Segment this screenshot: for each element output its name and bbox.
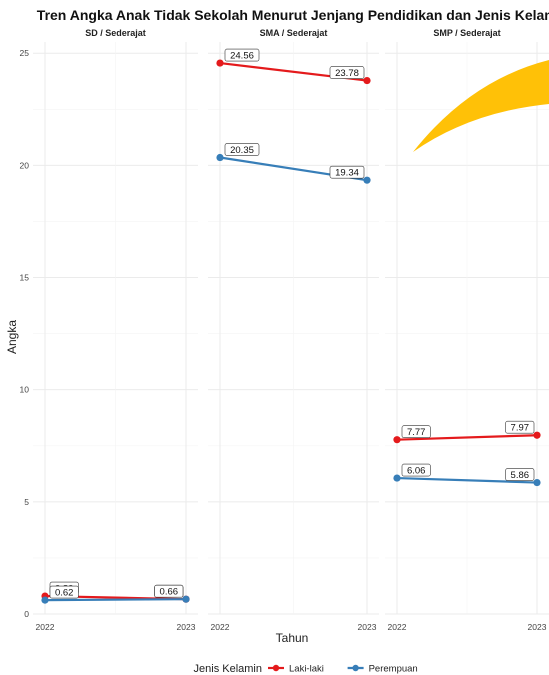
data-point (533, 478, 541, 487)
data-label-box (329, 165, 365, 179)
legend-label: Laki-laki (289, 664, 324, 675)
y-tick-label: 0 (24, 609, 29, 619)
y-axis-title: Angka (5, 320, 19, 354)
x-tick-label: 2022 (36, 622, 55, 632)
data-label-box (401, 425, 431, 439)
facet-panel-2: SMA / Sederajat 2022 2023 24.56 23.78 20.35 19… (208, 28, 379, 632)
y-tick-label: 10 (20, 385, 30, 395)
series-line-perempuan (395, 476, 539, 484)
y-tick-label: 5 (24, 497, 29, 507)
data-label-text: 7.97 (511, 423, 530, 434)
facet-panels: SD / Sederajat202220230.800.660.620.66SM… (20, 28, 549, 632)
facet-strip-label: SMP / Sederajat (433, 28, 500, 38)
data-label-text: 5.86 (511, 470, 530, 481)
data-label: 23.78 (329, 66, 365, 79)
data-point (393, 436, 401, 444)
data-point (216, 153, 224, 162)
data-label: 7.77 (401, 425, 431, 439)
legend-item: Perempuan (347, 664, 418, 675)
data-label-box (49, 585, 79, 599)
y-tick-label: 25 (20, 48, 30, 58)
decorative-shape (413, 60, 549, 152)
legend-item: Laki-laki (268, 664, 324, 675)
legend-key-point (272, 664, 280, 672)
series-line-laki-laki (395, 434, 539, 441)
data-label-text: 23.78 (335, 68, 359, 79)
facet-panel-3: SMP / Sederajat 2022 2023 7.77 7.97 6.06 5.86 (385, 28, 549, 632)
data-label-box (154, 584, 184, 598)
data-label: 7.97 (505, 420, 535, 434)
data-label-text: 20.35 (230, 145, 254, 156)
series-line-perempuan (43, 598, 188, 602)
data-label: 20.35 (224, 143, 260, 156)
x-tick-label: 2023 (528, 622, 547, 632)
x-tick-label: 2023 (177, 622, 196, 632)
data-label: 6.06 (401, 463, 431, 477)
data-label: 5.86 (505, 468, 535, 481)
data-label-box (224, 143, 260, 156)
data-label-box (329, 66, 365, 79)
data-point (363, 76, 371, 85)
data-point (182, 595, 190, 603)
x-axis-title: Tahun (276, 631, 309, 645)
data-label-box (401, 463, 431, 477)
legend: Jenis Kelamin Laki-laki Perempuan (194, 663, 418, 675)
data-label: 0.66 (154, 584, 184, 598)
data-label-text: 6.06 (407, 465, 426, 476)
data-label-text: 19.34 (335, 167, 359, 178)
data-point (41, 596, 49, 604)
data-point (363, 176, 371, 184)
data-label-box (505, 420, 535, 434)
data-label: 24.56 (224, 48, 260, 62)
data-label-box (224, 48, 260, 62)
y-tick-label: 20 (20, 160, 30, 170)
data-label-text: 0.62 (55, 587, 74, 598)
data-point (216, 59, 224, 67)
data-point (393, 474, 401, 482)
chart-title: Tren Angka Anak Tidak Sekolah Menurut Je… (37, 7, 549, 23)
facet-strip-label: SD / Sederajat (85, 28, 146, 38)
y-tick-label: 15 (20, 273, 30, 283)
x-tick-label: 2022 (211, 622, 230, 632)
data-label: 0.62 (49, 585, 79, 599)
x-tick-label: 2022 (388, 622, 407, 632)
data-point (533, 431, 541, 439)
data-label-text: 24.56 (230, 50, 254, 61)
facet-strip-label: SMA / Sederajat (260, 28, 328, 38)
y-axis: 0 5 10 15 20 25 (20, 48, 30, 619)
data-label-text: 7.77 (407, 427, 426, 438)
data-label: 19.34 (329, 165, 365, 179)
data-label-text: 0.66 (160, 586, 179, 597)
legend-label: Perempuan (369, 664, 418, 675)
legend-key-point (352, 664, 359, 672)
data-label-box (505, 468, 535, 481)
x-tick-label: 2023 (358, 622, 377, 632)
legend-title: Jenis Kelamin (194, 663, 262, 675)
